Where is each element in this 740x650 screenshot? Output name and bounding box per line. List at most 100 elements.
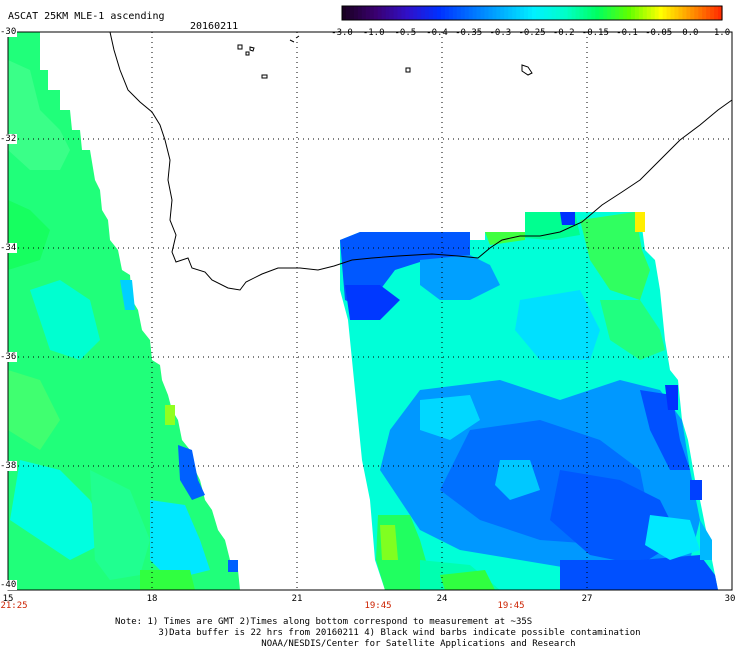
colorbar-label: -0.05 (645, 28, 673, 38)
colorbar-swatch (698, 6, 703, 20)
colorbar-swatch (551, 6, 557, 20)
colorbar-swatch (512, 6, 517, 20)
colorbar-label: -0.15 (581, 28, 609, 38)
coastline (109, 31, 733, 291)
colorbar-swatch (342, 6, 347, 20)
west-swath (8, 32, 240, 590)
lon-label: 24 (436, 594, 448, 604)
lon-label: 27 (581, 594, 593, 604)
colorbar-swatch (405, 6, 410, 20)
map-date: 20160211 (190, 21, 239, 32)
colorbar-swatch (456, 6, 462, 20)
lat-label: -34 (0, 243, 18, 253)
colorbar-swatch (662, 6, 668, 20)
colorbar-swatch (417, 6, 422, 20)
colorbar-swatch (488, 6, 494, 20)
colorbar-swatch (532, 6, 537, 20)
footnote-line-1: Note: 1) Times are GMT 2)Times along bot… (115, 617, 533, 627)
colorbar-label: 1.0 (713, 28, 731, 38)
colorbar-swatch (480, 6, 486, 20)
colorbar-swatch (401, 6, 406, 20)
lon-label: 21 (291, 594, 303, 604)
colorbar-swatch (702, 6, 707, 20)
colorbar-swatch (706, 6, 711, 20)
colorbar-label: -0.3 (489, 28, 512, 38)
lat-label: -36 (0, 352, 18, 362)
lat-label: -32 (0, 134, 18, 144)
colorbar-swatch (654, 6, 660, 20)
colorbar-swatch (563, 6, 569, 20)
graticule (8, 32, 732, 590)
colorbar-swatch (710, 6, 715, 20)
colorbar-label: -0.2 (552, 28, 575, 38)
colorbar-swatch (718, 6, 723, 20)
colorbar-swatch (630, 6, 636, 20)
colorbar-swatch (595, 6, 600, 20)
colorbar-swatch (670, 6, 676, 20)
colorbar-swatch (460, 6, 466, 20)
colorbar-swatch (694, 6, 699, 20)
colorbar-swatch (555, 6, 561, 20)
colorbar-swatch (611, 6, 616, 20)
colorbar-swatch (508, 6, 513, 20)
pass-time-label: 19:45 (497, 601, 525, 611)
colorbar-label: 0.0 (682, 28, 699, 38)
footnote-line-3: NOAA/NESDIS/Center for Satellite Applica… (115, 639, 576, 649)
colorbar-label: -0.1 (616, 28, 638, 38)
colorbar-swatch (484, 6, 490, 20)
colorbar-swatch (381, 6, 387, 20)
colorbar-swatch (619, 6, 624, 20)
map-title: ASCAT 25KM MLE-1 ascending (8, 11, 165, 22)
colorbar-swatch (634, 6, 640, 20)
colorbar-swatch (627, 6, 632, 20)
lon-label: 15 (2, 594, 14, 604)
pass-time-label: 21:25 (0, 601, 28, 611)
colorbar-swatch (638, 6, 644, 20)
lat-label: -30 (0, 27, 18, 37)
colorbar-label: -1.0 (362, 28, 385, 38)
colorbar-swatch (500, 6, 505, 20)
map-frame (7, 31, 733, 591)
colorbar-swatch (468, 6, 474, 20)
colorbar-swatch (389, 6, 395, 20)
colorbar-swatch (421, 6, 426, 20)
colorbar-swatch (437, 6, 442, 20)
colorbar-swatch (353, 6, 359, 20)
lon-label: 30 (724, 594, 736, 604)
colorbar-swatch (377, 6, 383, 20)
colorbar-swatch (559, 6, 565, 20)
colorbar-swatch (429, 6, 434, 20)
colorbar-swatch (452, 6, 458, 20)
colorbar-swatch (504, 6, 509, 20)
colorbar-swatch (409, 6, 414, 20)
colorbar-swatch (603, 6, 608, 20)
colorbar-swatch (666, 6, 672, 20)
colorbar-label: -3.0 (331, 28, 353, 38)
colorbar-swatch (385, 6, 391, 20)
colorbar-swatch (623, 6, 628, 20)
colorbar-swatch (365, 6, 371, 20)
colorbar-swatch (448, 6, 454, 20)
east-swath (340, 212, 718, 590)
colorbar-swatch (714, 6, 719, 20)
colorbar-swatch (615, 6, 620, 20)
colorbar-swatch (528, 6, 533, 20)
colorbar-swatch (440, 6, 446, 20)
footnote-line-2: 3)Data buffer is 22 hrs from 20160211 4)… (115, 628, 641, 638)
colorbar-label: -0.5 (394, 28, 417, 38)
colorbar-swatch (345, 6, 351, 20)
colorbar-frame (341, 5, 723, 21)
colorbar-swatch (524, 6, 529, 20)
colorbar-swatch (496, 6, 501, 20)
colorbar-swatch (492, 6, 497, 20)
colorbar-swatch (686, 6, 691, 20)
colorbar-swatch (575, 6, 581, 20)
colorbar-swatch (567, 6, 573, 20)
colorbar-swatch (539, 6, 545, 20)
colorbar-swatch (433, 6, 438, 20)
lat-label: -40 (0, 580, 18, 590)
colorbar-swatch (413, 6, 418, 20)
colorbar-label: -0.4 (426, 28, 448, 38)
colorbar-swatch (425, 6, 430, 20)
